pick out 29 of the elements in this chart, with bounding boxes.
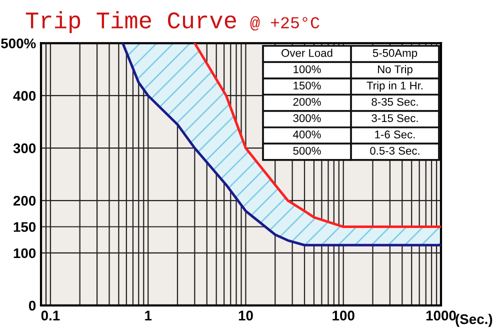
- annotation: 5-50Amp: [372, 49, 418, 60]
- y-tick-label: 100: [14, 248, 36, 258]
- annotation: 0.5-3 Sec.: [370, 146, 420, 155]
- x-tick-label: 10: [238, 310, 253, 321]
- chart-title: Trip Time Curve: [26, 11, 236, 34]
- y-tick-label: 500%: [1, 38, 36, 48]
- y-tick-label: 300: [13, 143, 36, 154]
- annotation: 300%: [293, 114, 321, 122]
- annotation: Over Load: [282, 48, 332, 57]
- annotation: 100%: [294, 65, 321, 74]
- annotation: 1-6 Sec.: [375, 130, 415, 138]
- annotation: 150%: [294, 82, 321, 90]
- chart-subtitle: @ +25°C: [250, 16, 320, 31]
- x-tick-label: 1: [145, 310, 152, 320]
- annotation: 3-15 Sec.: [372, 114, 418, 122]
- x-tick-label: 100: [332, 310, 354, 321]
- x-tick-label: 0.1: [41, 310, 60, 321]
- x-axis-title: (Sec.): [456, 314, 492, 327]
- annotation: 500%: [293, 146, 321, 155]
- annotation: No Trip: [378, 65, 412, 76]
- y-tick-label: 200: [13, 196, 36, 206]
- y-tick-label: 150: [14, 222, 36, 232]
- y-tick-label: 400: [13, 90, 36, 101]
- annotation: Trip in 1 Hr.: [366, 81, 422, 92]
- x-tick-label: 1000: [426, 310, 456, 321]
- annotation: 200%: [293, 98, 321, 106]
- annotation: 8-35 Sec.: [372, 98, 418, 106]
- annotation: 400%: [293, 130, 321, 138]
- y-tick-label: 0: [28, 300, 36, 311]
